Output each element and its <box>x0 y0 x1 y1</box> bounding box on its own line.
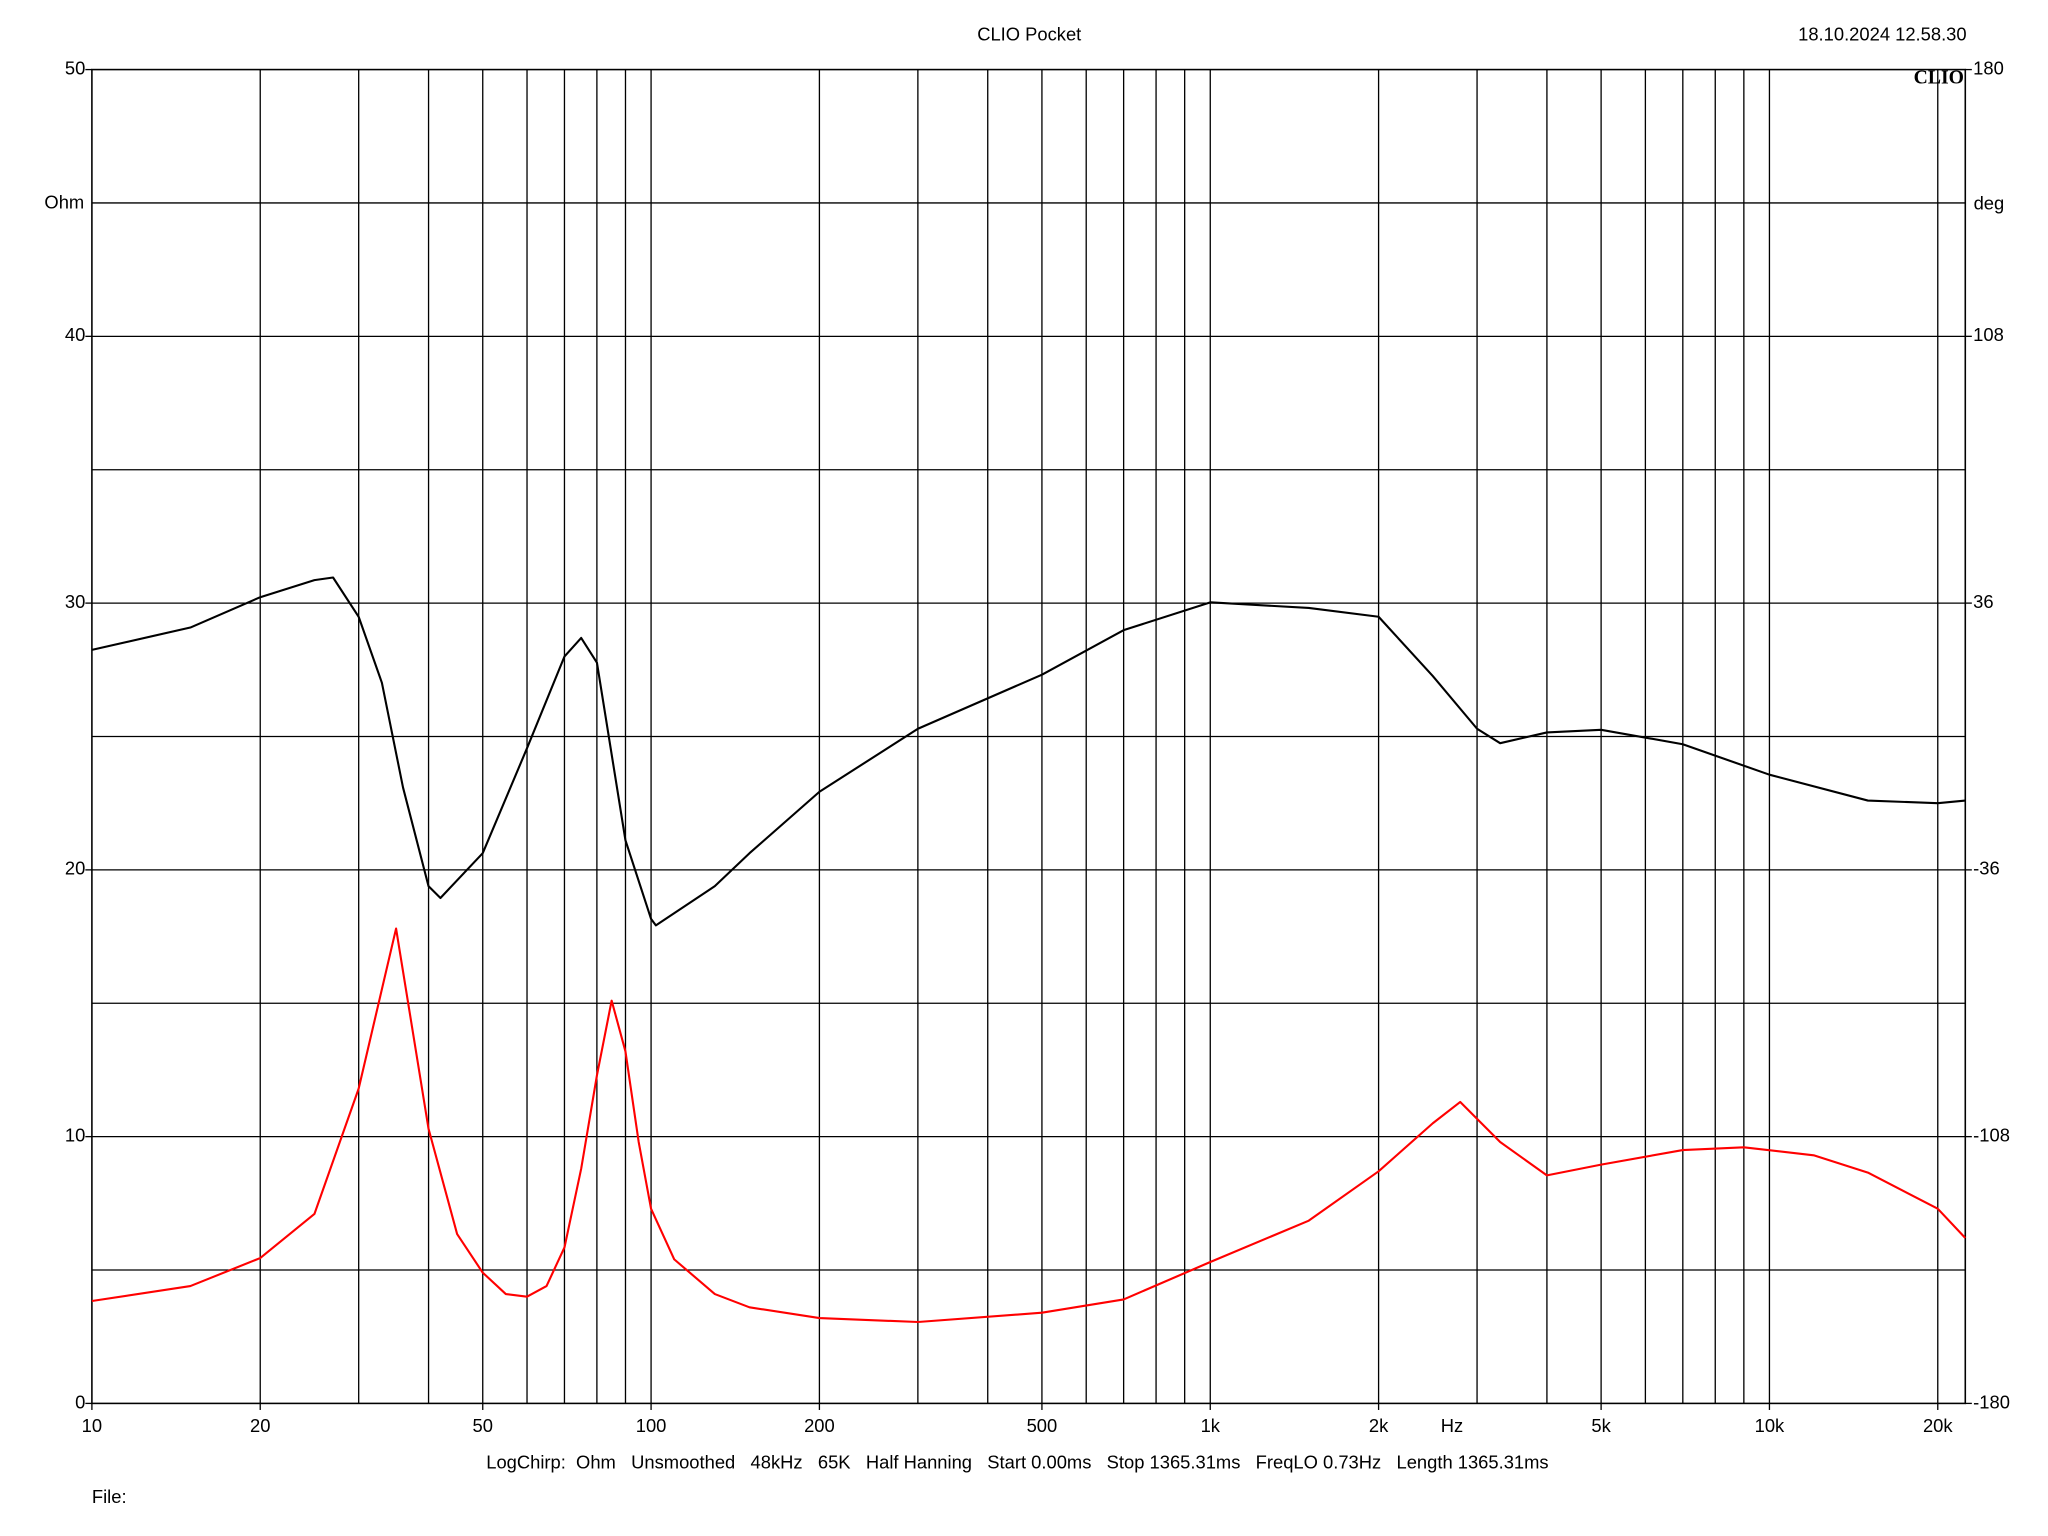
x-tick-label: 50 <box>473 1415 493 1436</box>
chart-title: CLIO Pocket <box>977 23 1081 44</box>
timestamp: 18.10.2024 12.58.30 <box>1798 23 1966 44</box>
y-tick-label: 30 <box>65 591 85 612</box>
y-tick-label: 20 <box>65 858 85 879</box>
file-label: File: <box>92 1486 127 1507</box>
x-tick-label: 20k <box>1923 1415 1953 1436</box>
y2-tick-label: -36 <box>1973 858 2000 879</box>
x-tick-label: 500 <box>1027 1415 1058 1436</box>
series-line <box>91 927 1967 1324</box>
y2-axis-label: deg <box>1974 193 2005 214</box>
x-tick-label: 2k <box>1369 1415 1389 1436</box>
plot-frame <box>91 68 1967 1405</box>
x-tick-label: 100 <box>636 1415 667 1436</box>
logo: CLIO <box>1914 66 1964 88</box>
y2-tick-label: -180 <box>1973 1391 2010 1412</box>
y2-tick-label: 180 <box>1973 57 2004 78</box>
y-tick-label: 0 <box>75 1391 85 1412</box>
y2-tick-label: 108 <box>1973 324 2004 345</box>
x-tick-label: 10k <box>1755 1415 1785 1436</box>
y-tick-label: 50 <box>65 57 85 78</box>
footer: LogChirp: Ohm Unsmoothed 48kHz 65K Half … <box>486 1452 1548 1473</box>
y-axis-label: Ohm <box>44 191 84 212</box>
x-tick-label: 5k <box>1591 1415 1611 1436</box>
x-axis-label: Hz <box>1441 1415 1463 1436</box>
y-tick-label: 10 <box>65 1124 85 1145</box>
x-tick-label: 20 <box>250 1415 270 1436</box>
y2-tick-label: 36 <box>1973 591 1993 612</box>
x-tick-label: 200 <box>804 1415 835 1436</box>
x-tick-label: 10 <box>82 1415 102 1436</box>
y2-tick-label: -108 <box>1973 1124 2010 1145</box>
y-tick-label: 40 <box>65 324 85 345</box>
x-tick-label: 1k <box>1201 1415 1221 1436</box>
series-line <box>91 576 1966 927</box>
